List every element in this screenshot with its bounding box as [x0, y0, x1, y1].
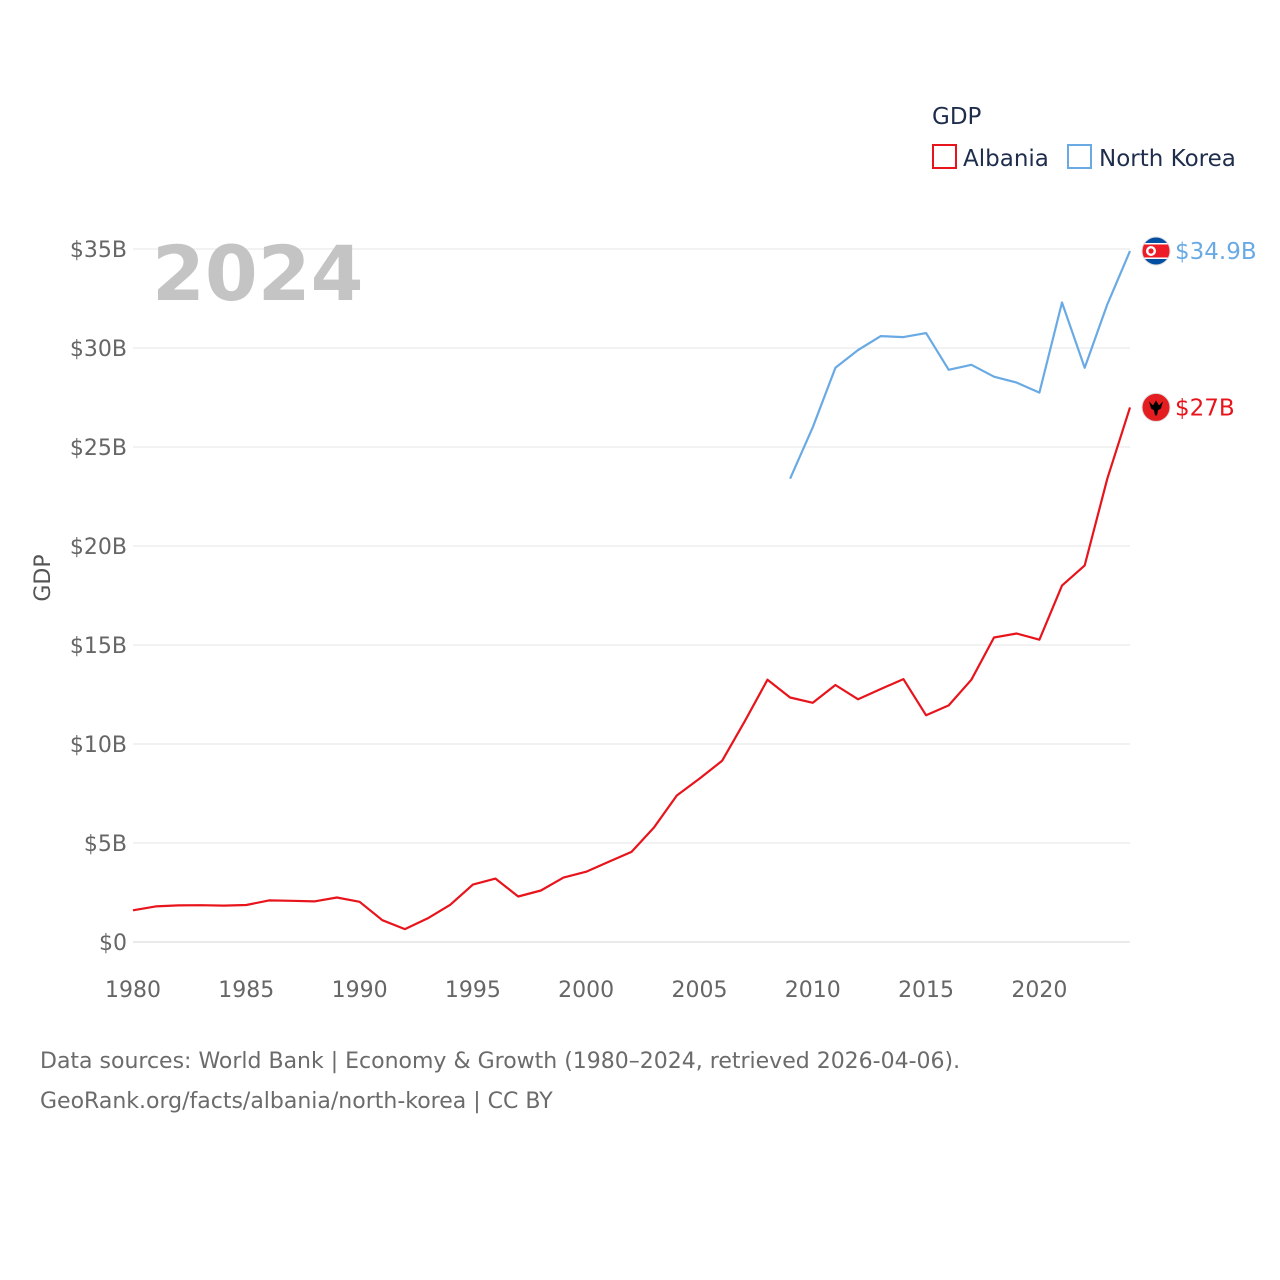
x-tick-label: 2005 [671, 978, 727, 1003]
y-tick-label: $15B [70, 634, 127, 659]
y-axis-ticks: $0 $5B $10B $15B $20B $25B $30B $35B [70, 238, 127, 956]
x-tick-label: 2020 [1011, 978, 1067, 1003]
gridlines [133, 248, 1130, 943]
data-series: $27B $34.9B [132, 236, 1257, 931]
end-value-label-albania: $27B [1175, 395, 1235, 421]
gdp-line-chart: $0$5B$10B$15B$20B$25B$30B$35B 1980 1985 19… [31, 104, 1257, 1003]
footer-link[interactable]: GeoRank.org/facts/albania/north-korea | … [40, 1089, 553, 1114]
footer: Data sources: World Bank | Economy & Gro… [40, 1042, 960, 1122]
x-tick-label: 2015 [898, 978, 954, 1003]
series-line-north-korea[interactable] [789, 250, 1132, 480]
legend-swatch-north-korea[interactable] [1067, 144, 1092, 169]
y-tick-label: $30B [70, 337, 127, 362]
y-axis-title: GDP [31, 554, 56, 601]
footer-sources: Data sources: World Bank | Economy & Gro… [40, 1049, 961, 1074]
y-tick-label: $0 [99, 931, 127, 956]
y-tick-label: $10B [70, 733, 127, 758]
series-line-albania[interactable] [132, 407, 1132, 931]
x-tick-label: 1995 [445, 978, 501, 1003]
x-tick-label: 1985 [218, 978, 274, 1003]
legend-label-north-korea[interactable]: North Korea [1099, 146, 1236, 172]
highlight-year-label: 2024 [152, 229, 364, 318]
y-tick-label: $20B [70, 535, 127, 560]
x-axis-ticks: 1980 1985 1990 1995 2000 2005 2010 2015 2020 [105, 978, 1067, 1003]
north-korea-flag-icon [1141, 236, 1171, 266]
x-tick-label: 2010 [785, 978, 841, 1003]
legend-swatch-albania[interactable] [932, 144, 957, 169]
legend-label-albania[interactable]: Albania [963, 146, 1049, 172]
y-tick-label: $35B [70, 238, 127, 263]
x-tick-label: 1980 [105, 978, 161, 1003]
end-value-label-north-korea: $34.9B [1175, 239, 1257, 265]
albania-flag-icon [1141, 392, 1171, 422]
x-tick-label: 2000 [558, 978, 614, 1003]
x-tick-label: 1990 [332, 978, 388, 1003]
legend[interactable]: GDP Albania North Korea [932, 104, 1236, 172]
y-tick-label: $25B [70, 436, 127, 461]
legend-title: GDP [932, 104, 982, 130]
y-tick-label: $5B [84, 832, 127, 857]
